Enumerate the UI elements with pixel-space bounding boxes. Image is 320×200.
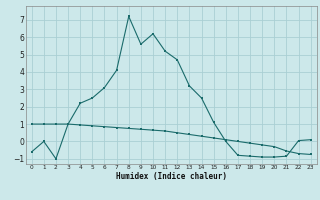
X-axis label: Humidex (Indice chaleur): Humidex (Indice chaleur) [116,172,227,181]
